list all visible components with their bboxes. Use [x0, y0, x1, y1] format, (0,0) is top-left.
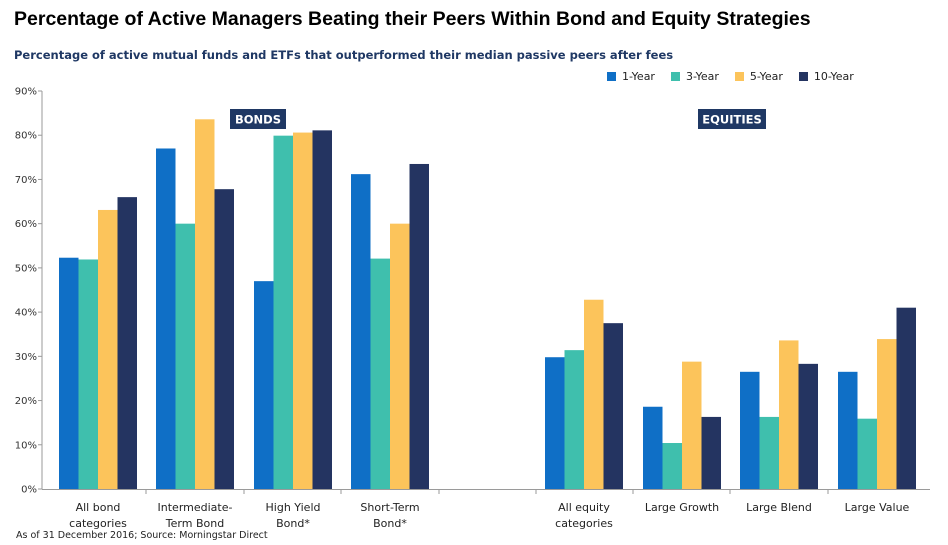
- group-label: BONDS: [235, 113, 281, 127]
- bar: [254, 281, 274, 489]
- bar: [98, 209, 118, 490]
- y-tick-label: 90%: [15, 87, 37, 98]
- x-tick-label: Short-Term: [360, 501, 419, 514]
- bar: [643, 406, 663, 489]
- chart-legend: 1-Year 3-Year 5-Year 10-Year: [607, 70, 870, 83]
- legend-swatch: [670, 72, 680, 81]
- bar: [857, 418, 877, 489]
- chart-title: Percentage of Active Managers Beating th…: [14, 8, 811, 30]
- bar: [682, 361, 702, 489]
- legend-swatch: [607, 72, 616, 81]
- legend-label: 1-Year: [622, 70, 655, 83]
- x-tick-label: Large Growth: [645, 501, 719, 514]
- legend-item: 5-Year: [734, 70, 783, 83]
- y-tick-label: 20%: [15, 396, 37, 407]
- bar: [838, 371, 858, 489]
- x-tick-label: Bond*: [276, 517, 310, 530]
- bar: [59, 257, 79, 489]
- legend-item: 10-Year: [798, 70, 854, 83]
- bar: [195, 119, 215, 490]
- bar: [662, 443, 682, 489]
- x-tick-label: Intermediate-: [158, 501, 233, 514]
- source-note: As of 31 December 2016; Source: Mornings…: [16, 530, 268, 541]
- group-label-box: [698, 109, 766, 129]
- bar: [603, 323, 623, 489]
- bar: [293, 132, 313, 489]
- legend-label: 10-Year: [813, 70, 854, 83]
- legend-item: 1-Year: [607, 70, 655, 83]
- chart-subtitle: Percentage of active mutual funds and ET…: [14, 48, 674, 62]
- bar: [896, 307, 916, 489]
- bar: [701, 416, 721, 489]
- legend-item: 3-Year: [670, 70, 719, 83]
- legend-swatch: [798, 72, 808, 81]
- x-tick-label: categories: [555, 517, 613, 530]
- bar: [584, 299, 604, 489]
- bar: [351, 174, 371, 490]
- y-tick-label: 50%: [15, 263, 37, 274]
- x-tick-label: Term Bond: [165, 517, 224, 530]
- bar: [214, 189, 234, 489]
- legend-swatch: [734, 72, 744, 81]
- bar: [370, 258, 390, 489]
- x-tick-label: All bond: [76, 501, 121, 514]
- bar: [273, 135, 293, 490]
- bar: [740, 371, 760, 489]
- group-label: EQUITIES: [702, 113, 762, 127]
- y-tick-label: 70%: [15, 175, 37, 186]
- bar: [117, 197, 137, 489]
- bar: [564, 350, 584, 489]
- bar: [390, 223, 410, 489]
- y-tick-label: 40%: [15, 308, 37, 319]
- x-tick-label: All equity: [558, 501, 610, 514]
- bar: [312, 130, 332, 489]
- x-tick-label: Large Blend: [746, 501, 812, 514]
- bar: [409, 163, 429, 489]
- y-tick-label: 10%: [15, 440, 37, 451]
- group-label-box: [230, 109, 286, 129]
- bar: [175, 223, 195, 489]
- bar: [798, 363, 818, 489]
- y-tick-label: 30%: [15, 352, 37, 363]
- bar: [78, 259, 98, 489]
- bar: [545, 357, 565, 489]
- x-tick-label: High Yield: [266, 501, 321, 514]
- bar: [779, 340, 799, 489]
- x-tick-label: Bond*: [373, 517, 407, 530]
- legend-label: 3-Year: [685, 70, 719, 83]
- y-tick-label: 80%: [15, 131, 37, 142]
- bar: [156, 148, 176, 489]
- legend-label: 5-Year: [749, 70, 783, 83]
- x-tick-label: Large Value: [845, 501, 910, 514]
- y-tick-label: 60%: [15, 219, 37, 230]
- bar: [759, 416, 779, 489]
- bar: [877, 339, 897, 489]
- x-tick-label: categories: [69, 517, 127, 530]
- y-tick-label: 0%: [21, 485, 37, 496]
